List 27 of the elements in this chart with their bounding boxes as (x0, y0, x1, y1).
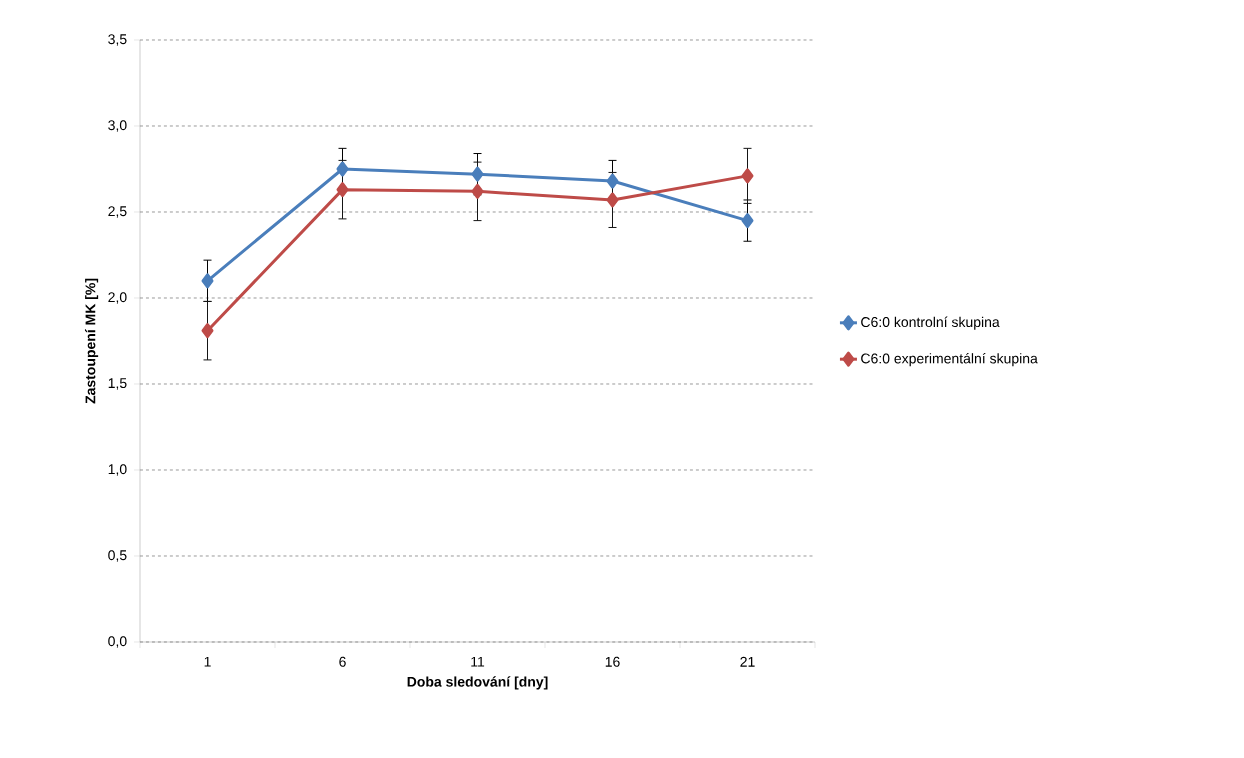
y-tick-label: 1,0 (108, 464, 127, 476)
legend-label: C6:0 kontrolní skupina (861, 316, 1000, 330)
point (471, 166, 484, 182)
point (336, 182, 349, 198)
x-axis-title: Doba sledování [dny] (407, 676, 548, 690)
point (201, 323, 214, 339)
y-axis-title: Zastoupení MK [%] (84, 278, 99, 404)
x-tick-label: 1 (204, 656, 211, 667)
y-tick-label: 3,5 (108, 34, 127, 46)
y-tick-label: 0,0 (108, 636, 127, 648)
y-tick-label: 3,0 (108, 120, 127, 132)
y-tick-label: 0,5 (108, 550, 127, 562)
x-tick-label: 16 (605, 656, 620, 667)
point (606, 173, 619, 189)
y-tick-label: 2,5 (108, 206, 127, 218)
point (336, 161, 349, 177)
point (606, 192, 619, 208)
legend-label: C6:0 experimentální skupina (861, 352, 1038, 367)
x-tick-label: 21 (740, 656, 755, 667)
x-tick-label: 6 (339, 656, 346, 667)
y-tick-label: 1,5 (108, 378, 127, 390)
point (471, 183, 484, 199)
point (741, 168, 754, 184)
point (741, 213, 754, 229)
point (201, 273, 214, 289)
y-tick-label: 2,0 (108, 292, 127, 304)
x-tick-label: 11 (471, 656, 485, 667)
